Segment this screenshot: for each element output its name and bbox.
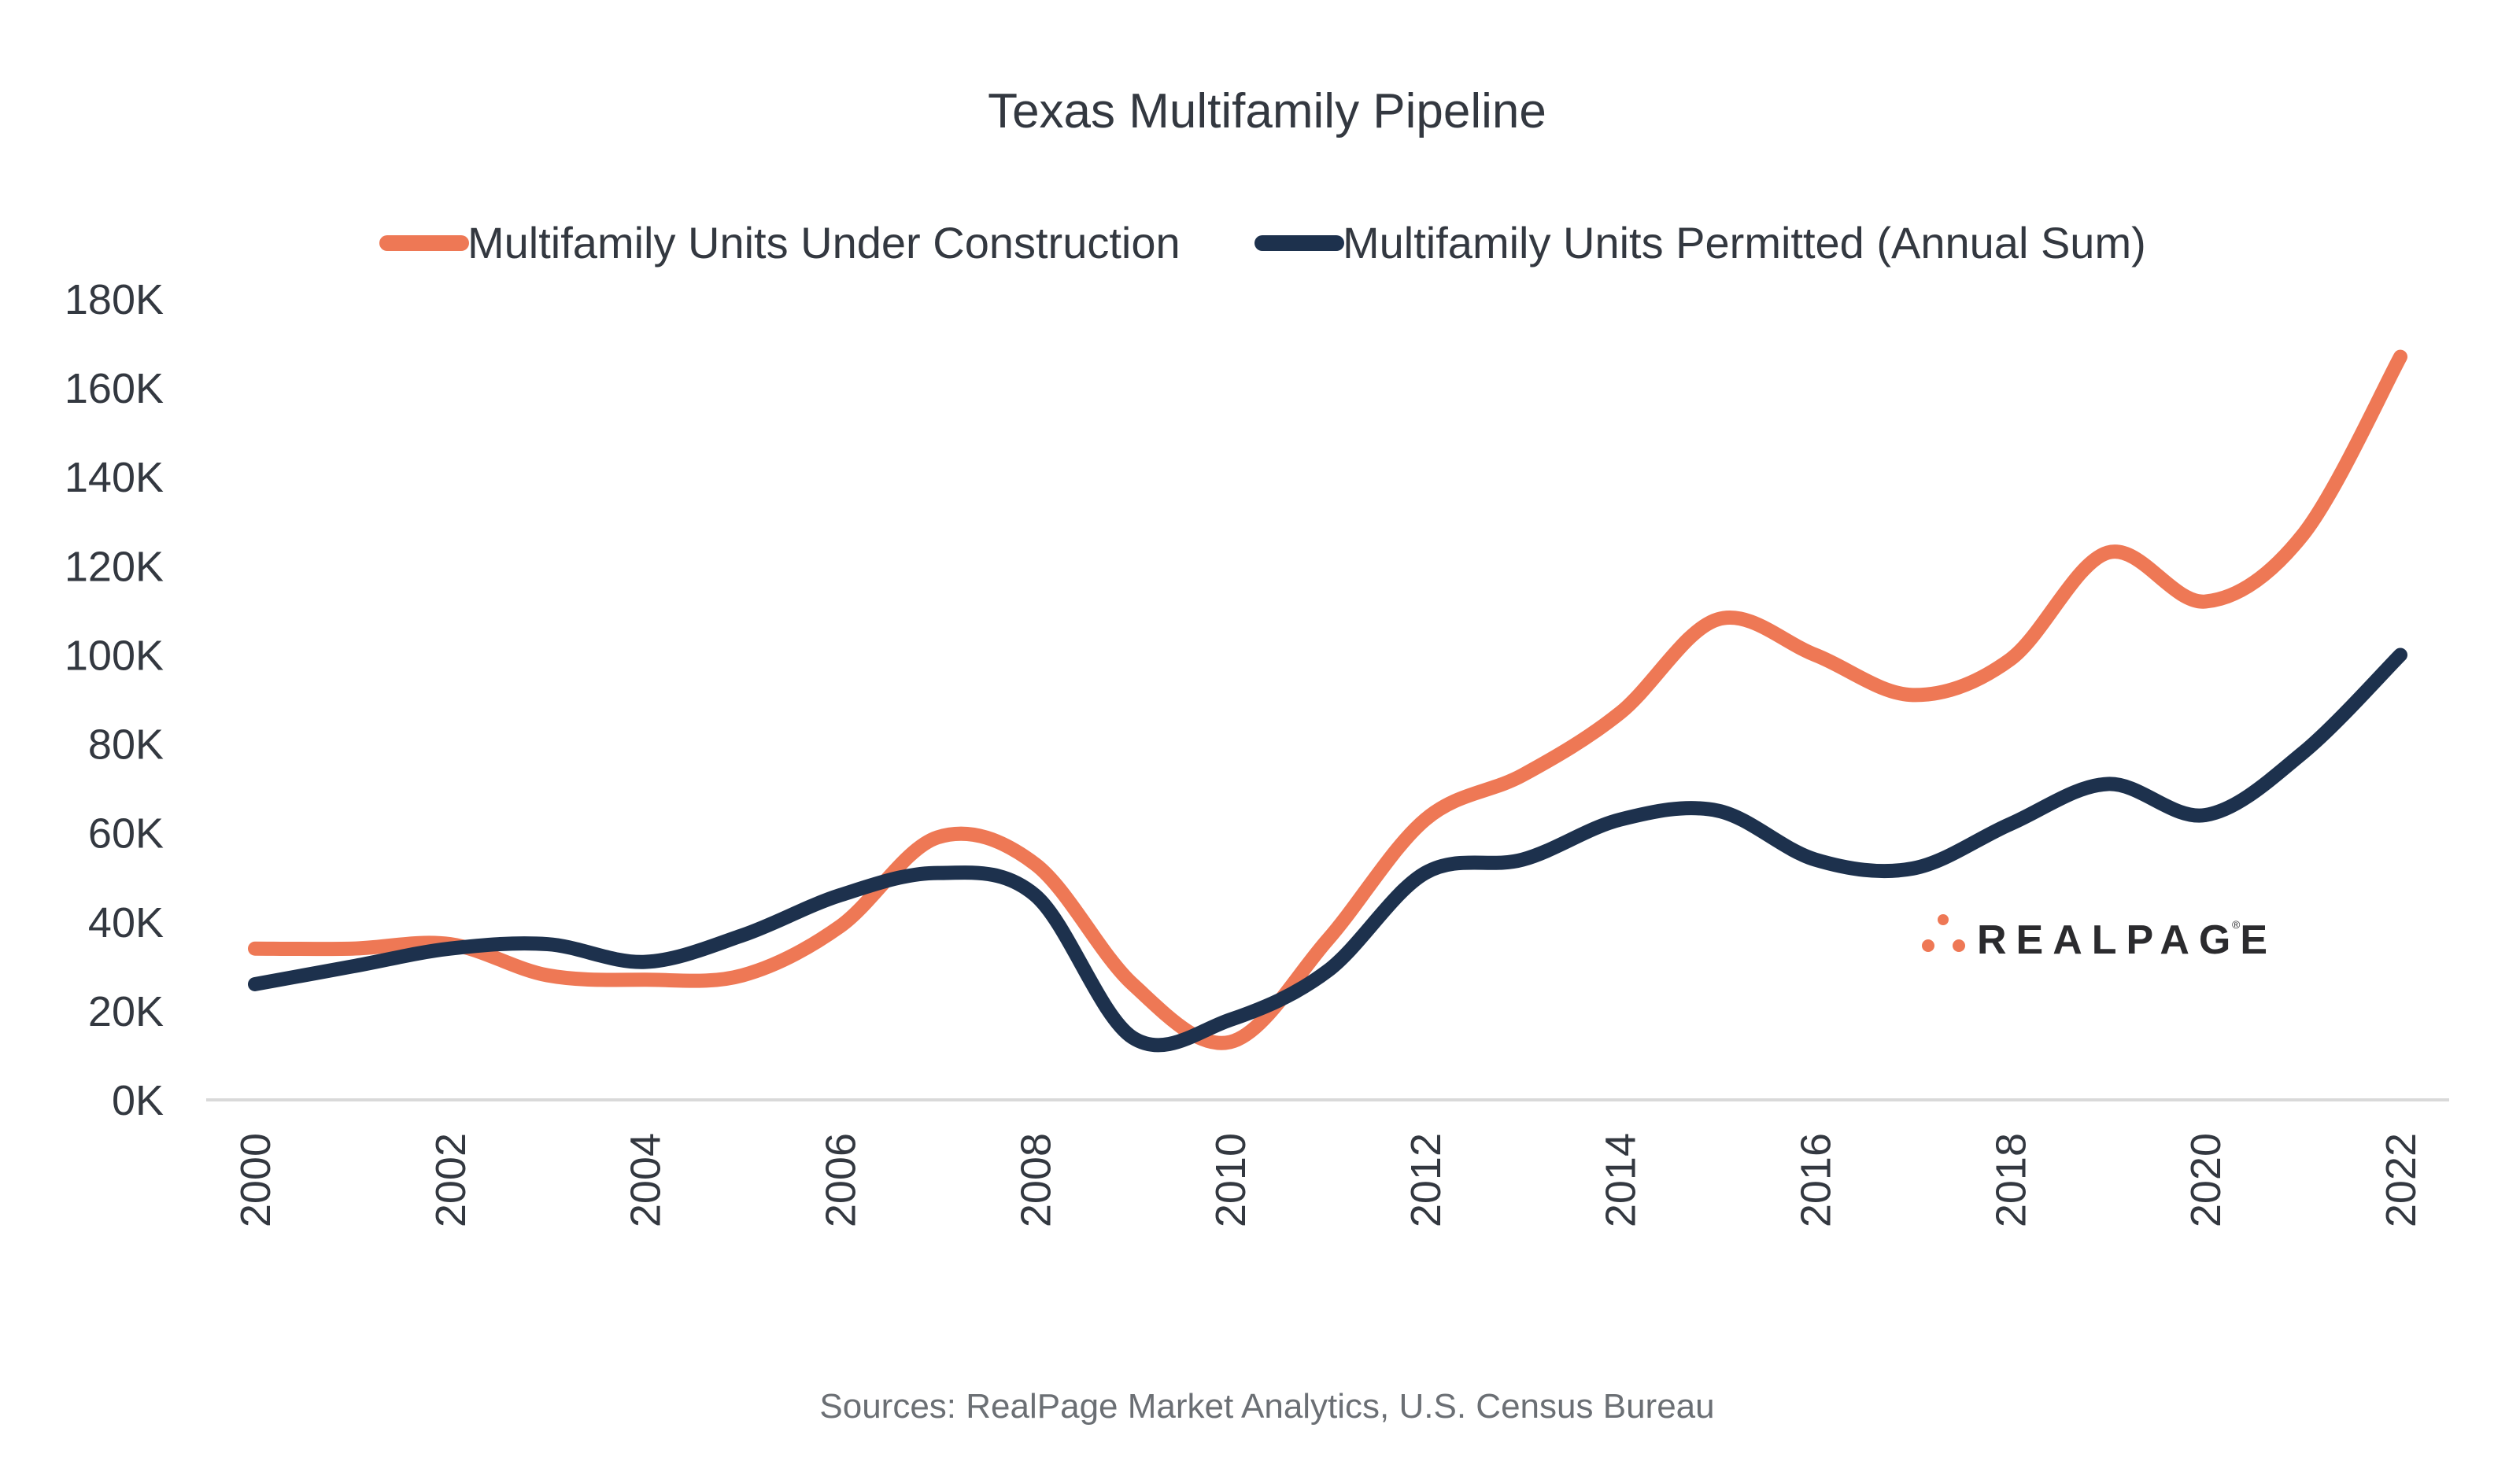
series-line-permitted — [248, 647, 2407, 1053]
x-tick-label: 2002 — [427, 1133, 475, 1227]
data-point — [2198, 595, 2212, 609]
data-point — [2393, 350, 2407, 364]
data-point — [1905, 861, 1920, 876]
data-point — [1613, 813, 1628, 827]
legend-item-under-construction[interactable]: Multifamily Units Under Construction — [379, 218, 1181, 267]
data-point — [1711, 803, 1725, 817]
data-point — [2296, 528, 2310, 542]
x-tick-label: 2004 — [623, 1133, 670, 1227]
data-point — [1028, 888, 1042, 902]
x-tick-label: 2016 — [1793, 1133, 1840, 1227]
x-tick-label: 2014 — [1598, 1133, 1645, 1227]
data-point — [1321, 964, 1335, 978]
y-axis: 0K 20K 40K 60K 80K 100K 120K 140K 160K 180K — [65, 276, 164, 1124]
data-point — [248, 942, 262, 956]
x-tick-label: 2020 — [2182, 1133, 2230, 1227]
data-point — [443, 942, 457, 956]
data-point — [1418, 813, 1432, 827]
chart-title: Texas Multifamily Pipeline — [988, 84, 1546, 138]
data-point — [345, 942, 360, 956]
y-tick-label: 180K — [65, 276, 164, 323]
y-tick-label: 120K — [65, 543, 164, 590]
y-tick-label: 140K — [65, 454, 164, 501]
data-point — [1223, 1035, 1237, 1049]
x-tick-label: 2018 — [1987, 1133, 2034, 1227]
legend-item-permitted[interactable]: Multifamily Units Permitted (Annual Sum) — [1254, 218, 2146, 267]
logo-dot-icon — [1953, 939, 1965, 952]
registered-mark: ® — [2232, 918, 2241, 931]
y-tick-label: 80K — [88, 721, 164, 769]
y-tick-label: 20K — [88, 988, 164, 1035]
data-point — [541, 937, 555, 951]
y-tick-label: 160K — [65, 365, 164, 412]
legend-label-under-construction: Multifamily Units Under Construction — [467, 218, 1181, 267]
data-point — [833, 888, 847, 902]
data-point — [1125, 1031, 1140, 1045]
x-tick-label: 2012 — [1402, 1133, 1450, 1227]
data-point — [1418, 866, 1432, 880]
data-point — [2003, 652, 2017, 666]
data-point — [1905, 688, 1920, 702]
logo-dot-icon — [1938, 914, 1949, 925]
x-tick-label: 2022 — [2378, 1133, 2425, 1227]
data-point — [2393, 647, 2407, 662]
data-point — [2296, 746, 2310, 760]
data-point — [833, 919, 847, 933]
data-point — [1516, 768, 1530, 782]
data-point — [1028, 857, 1042, 871]
data-point — [930, 866, 944, 880]
logo-text: REALPAGE — [1977, 917, 2277, 963]
y-tick-label: 0K — [112, 1077, 164, 1124]
logo-dot-icon — [1922, 939, 1934, 952]
x-tick-label: 2010 — [1207, 1133, 1254, 1227]
data-point — [638, 955, 652, 969]
legend-label-permitted: Multifamily Units Permitted (Annual Sum) — [1343, 218, 2146, 267]
x-tick-label: 2008 — [1012, 1133, 1059, 1227]
data-point — [1223, 1013, 1237, 1027]
data-point — [1516, 853, 1530, 867]
data-point — [736, 968, 750, 983]
data-point — [248, 977, 262, 991]
y-tick-label: 60K — [88, 810, 164, 858]
x-axis: 2000 2002 2004 2006 2008 2010 2012 2014 2016 2018… — [232, 1133, 2425, 1227]
data-point — [2101, 777, 2115, 791]
data-point — [930, 830, 944, 844]
y-tick-label: 40K — [88, 899, 164, 946]
data-point — [2101, 545, 2115, 559]
data-point — [1809, 647, 1823, 662]
data-point — [345, 959, 360, 973]
data-point — [1125, 977, 1140, 991]
series-layer — [248, 349, 2407, 1053]
data-point — [1321, 932, 1335, 946]
data-point — [1613, 706, 1628, 720]
data-point — [541, 968, 555, 983]
realpage-logo: REALPAGE ® — [1922, 914, 2277, 963]
source-note: Sources: RealPage Market Analytics, U.S.… — [819, 1387, 1714, 1426]
x-tick-label: 2000 — [232, 1133, 279, 1227]
series-line-under-construction — [248, 349, 2407, 1050]
data-point — [736, 928, 750, 943]
data-point — [2003, 817, 2017, 831]
data-point — [2198, 808, 2212, 822]
x-tick-label: 2006 — [817, 1133, 864, 1227]
legend: Multifamily Units Under Construction Mul… — [379, 218, 2146, 267]
y-tick-label: 100K — [65, 632, 164, 679]
data-point — [1711, 612, 1725, 626]
data-point — [1809, 853, 1823, 867]
data-point — [638, 972, 652, 987]
